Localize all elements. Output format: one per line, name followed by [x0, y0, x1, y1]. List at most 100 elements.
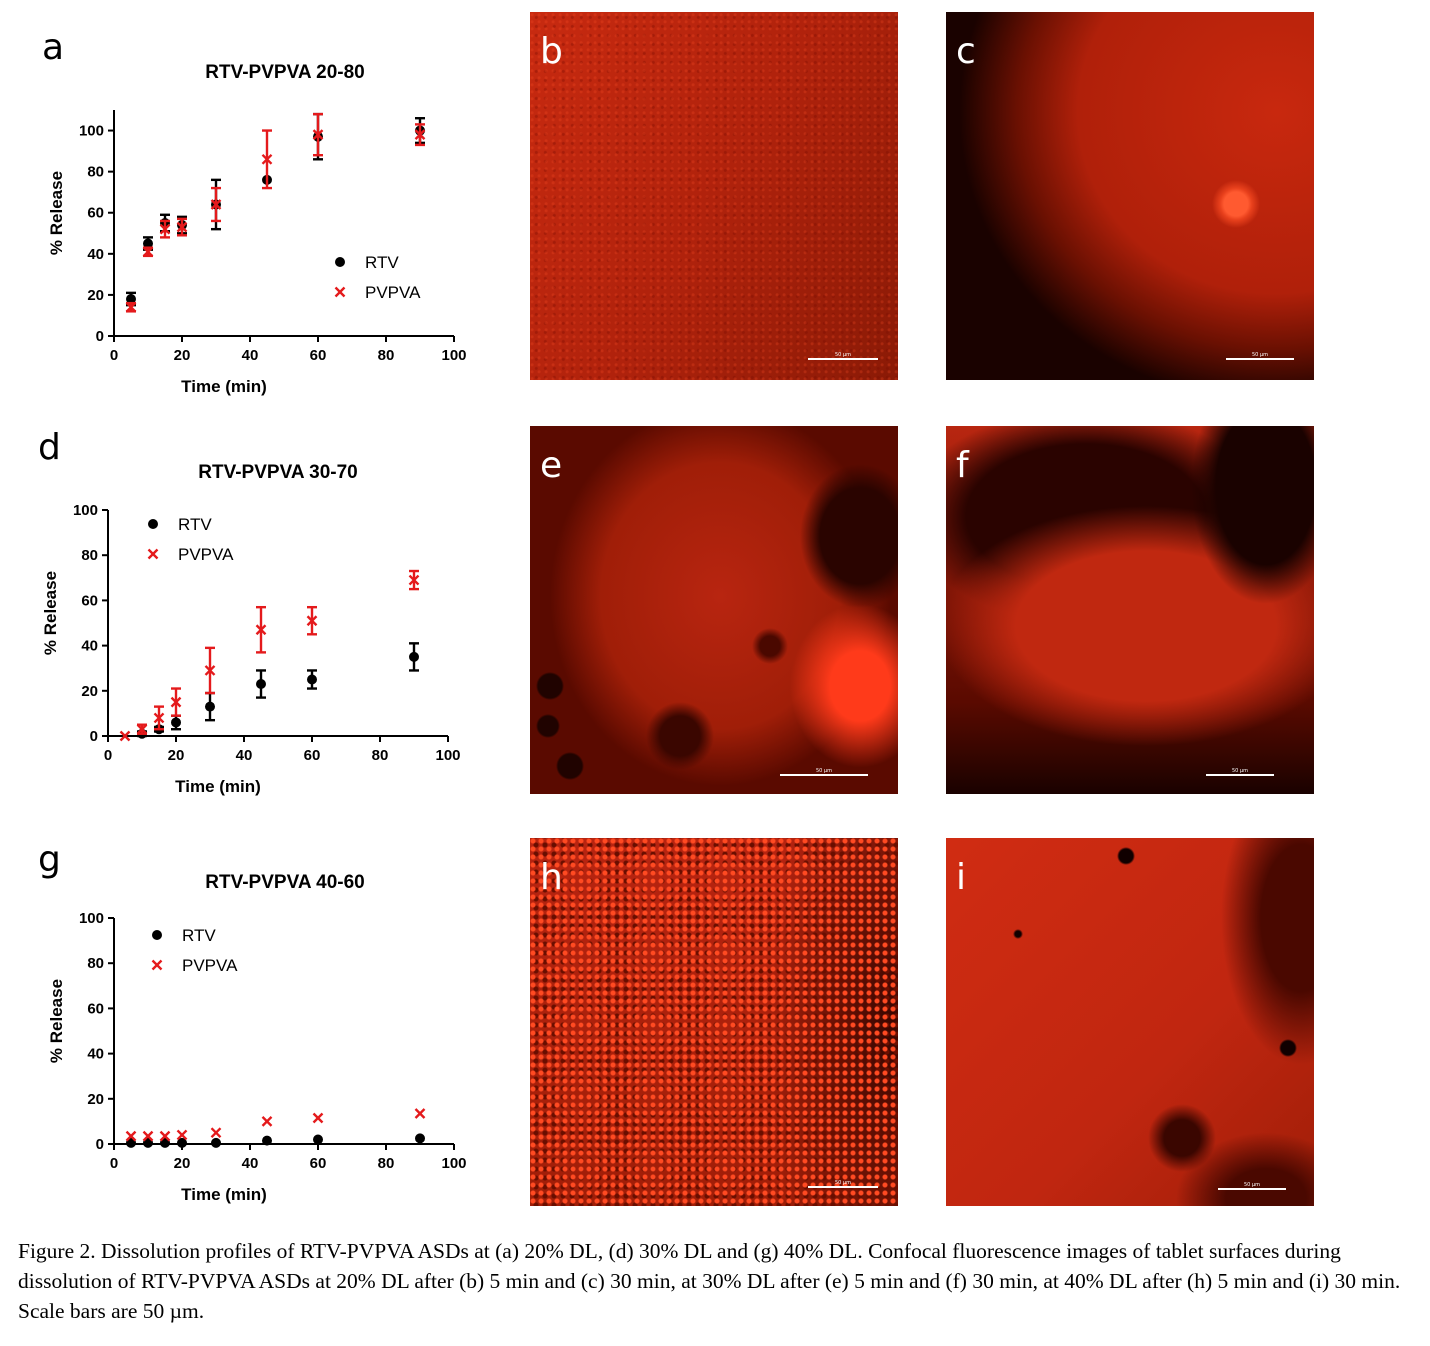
series-rtv [126, 112, 425, 307]
panel-label-b: b [540, 31, 563, 72]
data-point-pvpva [170, 696, 182, 708]
micrograph-h: h 50 µm [530, 838, 898, 1206]
chart-g: RTV-PVPVA 40-60 0 20 40 60 80 100 0 20 40 60 80 100 T… [47, 872, 467, 1204]
data-point-rtv [126, 294, 136, 305]
data-point-pvpva [176, 221, 188, 233]
y-tick-label: 0 [96, 328, 104, 345]
x-tick-label: 100 [441, 347, 466, 364]
data-point-rtv [313, 1134, 323, 1145]
data-point-pvpva [261, 153, 273, 165]
chart-title: RTV-PVPVA 20-80 [205, 62, 364, 83]
panel-label-d: d [38, 427, 61, 468]
panel-label-e: e [540, 445, 563, 486]
data-point-rtv [171, 717, 181, 728]
y-tick-label: 60 [87, 205, 104, 222]
scale-bar [808, 1186, 878, 1188]
data-point-rtv [205, 701, 215, 712]
data-point-rtv [126, 1137, 136, 1148]
y-tick-label: 80 [81, 547, 98, 564]
data-point-rtv [143, 238, 153, 249]
series-rtv [126, 1133, 425, 1148]
data-point-pvpva [125, 301, 137, 313]
data-point-pvpva [414, 129, 426, 141]
y-tick-label: 60 [87, 1000, 104, 1017]
micrograph-f: f 50 µm [946, 426, 1314, 794]
scale-bar-label: 50 µm [1231, 768, 1248, 774]
legend-marker-rtv [152, 930, 162, 940]
data-point-pvpva [204, 665, 216, 676]
x-tick-label: 80 [372, 747, 389, 764]
data-point-pvpva [136, 723, 148, 735]
data-point-pvpva [210, 199, 222, 210]
scale-bar [780, 774, 868, 776]
scale-bar-label: 50 µm [1243, 1182, 1260, 1188]
x-tick-label: 0 [110, 347, 118, 364]
x-tick-label: 80 [378, 347, 395, 364]
chart-a: RTV-PVPVA 20-80 0 20 40 60 80 100 0 20 40 60 80 100 T… [47, 62, 467, 396]
legend-label-rtv: RTV [182, 926, 216, 945]
y-tick-label: 40 [87, 246, 104, 263]
legend-marker-rtv [335, 257, 345, 267]
data-point-pvpva [261, 1116, 273, 1127]
data-point-rtv [415, 1133, 425, 1144]
data-point-pvpva [119, 730, 131, 742]
panel-label-g: g [38, 839, 61, 880]
panel-label-h: h [540, 857, 563, 898]
y-tick-label: 20 [87, 287, 104, 304]
panel-label-f: f [956, 445, 969, 486]
data-point-pvpva [142, 246, 154, 258]
series-pvpva [125, 1108, 426, 1142]
legend-label-rtv: RTV [178, 515, 212, 534]
data-point-rtv [160, 1137, 170, 1148]
x-tick-label: 100 [435, 747, 460, 764]
panel-label-i: i [956, 857, 967, 898]
micrograph-i: i 50 µm [946, 838, 1314, 1206]
x-tick-label: 0 [104, 747, 112, 764]
data-point-pvpva [159, 223, 171, 235]
data-point-pvpva [255, 624, 267, 636]
data-point-rtv [143, 1137, 153, 1148]
data-point-pvpva [210, 1127, 222, 1139]
panel-label-a: a [42, 27, 65, 68]
series-rtv [137, 642, 419, 739]
scale-bar [1218, 1188, 1286, 1190]
data-point-pvpva [176, 1129, 188, 1141]
scale-bar [1226, 358, 1294, 360]
data-point-pvpva [408, 574, 420, 586]
data-point-rtv [262, 1135, 272, 1146]
y-axis-label: % Release [41, 571, 60, 655]
x-tick-label: 100 [441, 1155, 466, 1172]
legend-marker-pvpva [334, 286, 346, 298]
chart-title: RTV-PVPVA 40-60 [205, 872, 364, 893]
chart-title: RTV-PVPVA 30-70 [198, 462, 357, 483]
y-tick-label: 80 [87, 955, 104, 972]
x-axis-label: Time (min) [181, 377, 267, 396]
data-point-pvpva [312, 1112, 324, 1124]
x-axis-label: Time (min) [181, 1185, 267, 1204]
x-tick-label: 40 [242, 347, 259, 364]
data-point-rtv [307, 674, 317, 685]
data-point-pvpva [414, 1108, 426, 1119]
scale-bar-label: 50 µm [834, 1180, 851, 1186]
panel-label-c: c [956, 31, 976, 72]
legend-label-pvpva: PVPVA [365, 283, 421, 302]
y-tick-label: 20 [87, 1091, 104, 1108]
y-tick-label: 100 [73, 502, 98, 519]
legend-label-rtv: RTV [365, 253, 399, 272]
x-tick-label: 80 [378, 1155, 395, 1172]
x-tick-label: 60 [310, 347, 327, 364]
legend-marker-rtv [148, 519, 158, 529]
y-tick-label: 40 [81, 638, 98, 655]
y-tick-label: 100 [79, 910, 104, 927]
x-tick-label: 60 [304, 747, 321, 764]
chart-d: RTV-PVPVA 30-70 0 20 40 60 80 100 0 20 40 60 80 100 T… [41, 462, 461, 796]
y-tick-label: 60 [81, 592, 98, 609]
y-axis-label: % Release [47, 171, 66, 255]
data-point-rtv [211, 1137, 221, 1148]
data-point-rtv [177, 1137, 187, 1148]
data-point-pvpva [125, 1130, 137, 1142]
x-tick-label: 20 [168, 747, 185, 764]
data-point-rtv [256, 679, 266, 690]
y-tick-label: 100 [79, 123, 104, 140]
scale-bar-label: 50 µm [815, 768, 832, 774]
